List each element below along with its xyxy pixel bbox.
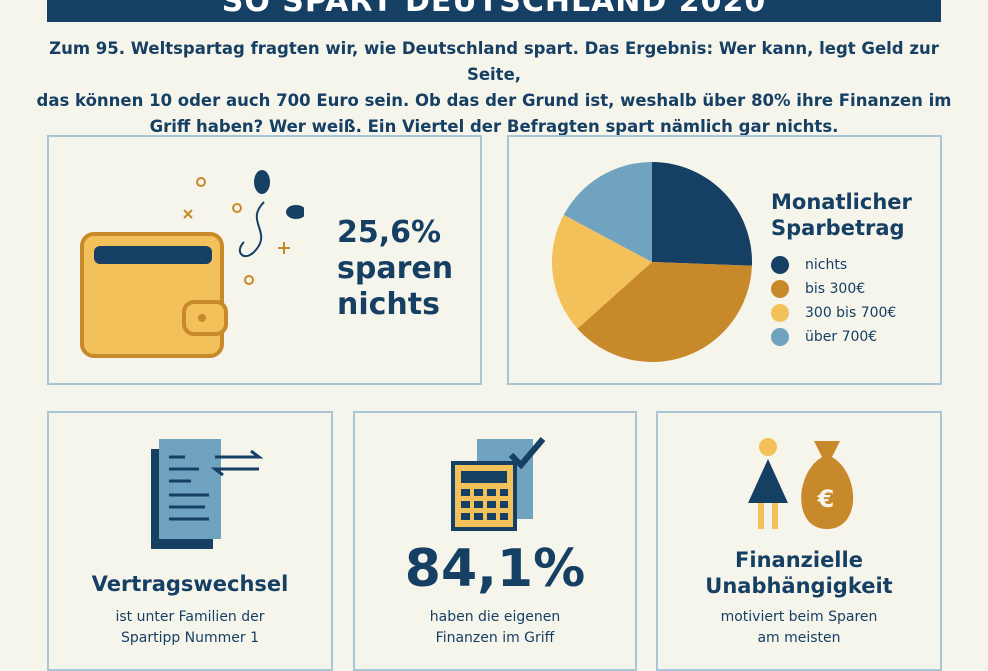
svg-text:€: € [817,485,835,513]
intro-line: Zum 95. Weltspartag fragten wir, wie Deu… [49,39,939,84]
pie-slice [563,162,652,262]
stat-value: 25,6% [337,215,442,250]
card-title: Vertragswechsel [91,572,289,596]
intro-line: Griff haben? Wer weiß. Ein Viertel der B… [149,117,839,136]
pie-slice [577,262,752,362]
legend-label: über 700€ [805,329,878,345]
legend-swatch [771,328,789,346]
card: Monatlicher Sparbetrag nichts bis 300€ 300… [507,135,942,385]
intro-line: das können 10 oder auch 700 Euro sein. O… [36,91,952,110]
legend-swatch [771,280,789,298]
money-icon: € [748,438,854,529]
header-title: SO SPART DEUTSCHLAND 2020 [221,0,767,19]
contract-icon [151,439,264,549]
legend-item: bis 300€ [771,277,896,301]
legend-label: 300 bis 700€ [805,305,897,321]
pie-slice [652,162,752,266]
card: 84,1% haben die eigenen Finanzen im Grif… [353,411,637,671]
pie-chart [552,162,752,362]
legend-swatch [771,256,789,274]
card: 25,6% sparen nichts [47,135,482,385]
card: € Finanzielle Unabhängigkeit motiviert b… [656,411,942,671]
calculator-icon [451,437,546,531]
card-text: haben die eigenen Finanzen im Griff [429,609,561,646]
legend-item: 300 bis 700€ [771,301,896,325]
header-bar: SO SPART DEUTSCHLAND 2020 [47,0,941,22]
card-title: Finanzielle Unabhängigkeit [705,548,893,598]
legend-item: nichts [771,253,896,277]
legend-label: bis 300€ [805,281,866,297]
legend-label: nichts [805,257,848,273]
legend-item: über 700€ [771,325,896,349]
stat-value: 84,1% [404,539,586,599]
legend-swatch [771,304,789,322]
card: Vertragswechsel ist unter Familien der S… [47,411,333,671]
stat-label: sparen nichts [337,251,454,322]
card-text: ist unter Familien der Spartipp Nummer 1 [115,609,265,646]
card-text: motiviert beim Sparen am meisten [720,609,878,646]
pie-slice [552,214,652,329]
pie-title: Monatlicher Sparbetrag [771,190,912,240]
intro: Zum 95. Weltspartag fragten wir, wie Deu… [20,36,968,140]
wallet-icon [80,170,304,358]
legend: nichts bis 300€ 300 bis 700€ über 700€ [771,253,896,349]
stat: 25,6% sparen nichts [337,215,457,323]
